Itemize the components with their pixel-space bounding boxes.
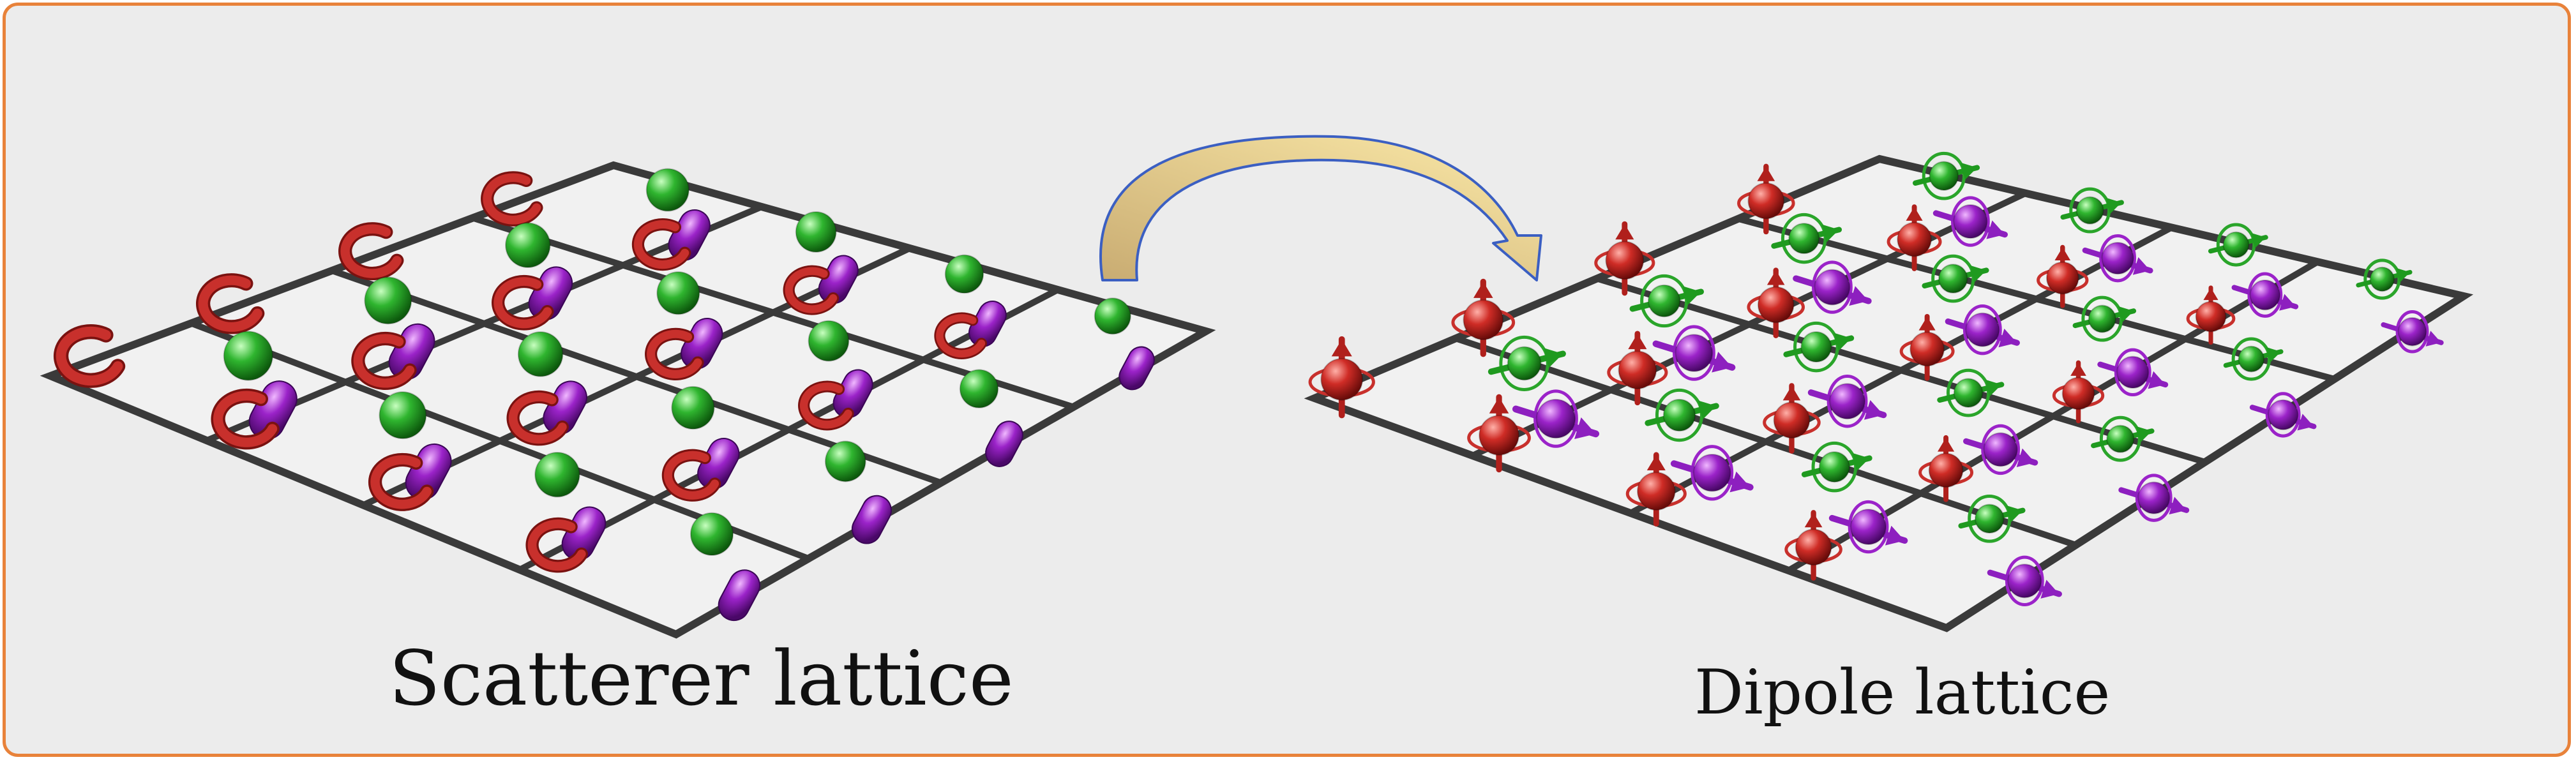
sphere-icon (795, 211, 837, 253)
magnetic-dipole-icon (1784, 510, 1842, 581)
scatterer-grid-border (40, 161, 1216, 639)
lattice-illustration (40, 135, 2474, 639)
sphere-icon (223, 331, 273, 381)
magnetic-dipole-icon (1467, 394, 1531, 473)
sphere-icon (534, 451, 580, 498)
split-ring-icon (645, 327, 704, 380)
electric-dipole-icon (2060, 187, 2124, 234)
sphere-icon (656, 271, 700, 315)
scatterer-elements (54, 168, 1155, 622)
electric-dipole-icon (1913, 151, 1980, 200)
capsule-icon (851, 495, 892, 544)
electric-dipole-icon (1922, 254, 1989, 303)
electric-dipole-icon (2091, 415, 2155, 462)
split-ring-icon (525, 517, 588, 573)
curved-arrow-icon (1099, 135, 1542, 281)
split-ring-icon (506, 390, 569, 446)
magnetic-dipole-icon (1594, 221, 1655, 296)
sphere-icon (379, 391, 427, 440)
magnetic-dipole-icon (1625, 452, 1687, 527)
split-ring-icon (661, 449, 721, 502)
chiral-dipole-icon (1945, 304, 2020, 355)
chiral-dipole-icon (1963, 424, 2038, 475)
electric-dipole-icon (1488, 335, 1566, 391)
dipole-grid-line (1454, 335, 2077, 548)
electric-dipole-icon (1801, 441, 1872, 493)
magnetic-dipole-icon (1899, 313, 1955, 381)
chiral-dipole-icon (1987, 555, 2062, 606)
chiral-dipole-icon (1807, 375, 1887, 428)
magnetic-dipole-icon (2052, 360, 2105, 424)
dipole-grid-border (1304, 154, 2474, 632)
split-ring-icon (492, 274, 554, 331)
chiral-dipole-icon (2118, 474, 2190, 522)
electric-dipole-icon (2072, 295, 2137, 342)
dipole-lattice-caption: Dipole lattice (1694, 657, 2111, 728)
capsule-icon (985, 421, 1023, 467)
chiral-dipole-icon (1512, 389, 1600, 448)
split-ring-icon (798, 380, 854, 431)
magnetic-dipole-icon (1737, 163, 1795, 235)
magnetic-dipole-icon (1308, 336, 1375, 419)
capsule-icon (718, 569, 761, 622)
scatterer-lattice-caption: Scatterer lattice (389, 634, 1014, 722)
sphere-icon (1094, 297, 1131, 335)
sphere-icon (517, 331, 564, 377)
capsule-icon (1119, 346, 1155, 391)
sphere-icon (671, 385, 715, 430)
electric-dipole-icon (1958, 494, 2026, 543)
sphere-icon (944, 254, 984, 294)
chiral-dipole-icon (1670, 445, 1754, 501)
chiral-dipole-icon (2249, 392, 2317, 438)
magnetic-dipole-icon (1918, 435, 1974, 502)
electric-dipole-icon (1771, 213, 1842, 264)
electric-dipole-icon (2356, 258, 2413, 300)
sphere-icon (645, 168, 689, 212)
chiral-dipole-icon (2097, 348, 2169, 397)
electric-dipole-icon (1629, 274, 1704, 328)
magnetic-dipole-icon (1747, 267, 1805, 339)
sphere-icon (824, 440, 866, 482)
split-ring-icon (351, 331, 417, 390)
sphere-icon (364, 276, 412, 325)
split-ring-icon (338, 222, 404, 281)
magnetic-dipole-icon (1887, 204, 1942, 271)
magnetic-dipole-icon (1607, 331, 1668, 406)
chiral-dipole-icon (1828, 500, 1908, 554)
sphere-icon (689, 512, 734, 556)
magnetic-dipole-icon (2186, 285, 2236, 345)
split-ring-icon (481, 171, 543, 227)
chiral-dipole-icon (2082, 234, 2153, 283)
sphere-icon (959, 369, 999, 408)
dipole-lattice-grid (1304, 154, 2474, 632)
chiral-dipole-icon (1793, 260, 1872, 314)
chiral-dipole-icon (1932, 196, 2008, 247)
chiral-dipole-icon (2381, 310, 2444, 354)
split-ring-icon (196, 273, 265, 334)
electric-dipole-icon (2223, 337, 2284, 381)
chiral-dipole-icon (2231, 272, 2299, 318)
split-ring-icon (54, 324, 126, 388)
dipole-elements (1308, 151, 2444, 606)
electric-dipole-icon (1645, 388, 1719, 442)
magnetic-dipole-icon (1763, 383, 1821, 454)
magnetic-dipole-icon (2037, 244, 2089, 308)
split-ring-icon (211, 388, 280, 450)
magnetic-dipole-icon (1451, 278, 1516, 357)
figure-frame: Scatterer lattice Dipole lattice (3, 3, 2571, 757)
electric-dipole-icon (1937, 368, 2005, 417)
split-ring-icon (368, 452, 434, 511)
split-ring-icon (934, 312, 987, 359)
electric-dipole-icon (1783, 321, 1855, 373)
sphere-icon (505, 222, 551, 269)
split-ring-icon (783, 265, 840, 315)
sphere-icon (808, 320, 850, 362)
split-ring-icon (631, 218, 691, 271)
electric-dipole-icon (2208, 223, 2268, 267)
chiral-dipole-icon (1652, 325, 1736, 381)
